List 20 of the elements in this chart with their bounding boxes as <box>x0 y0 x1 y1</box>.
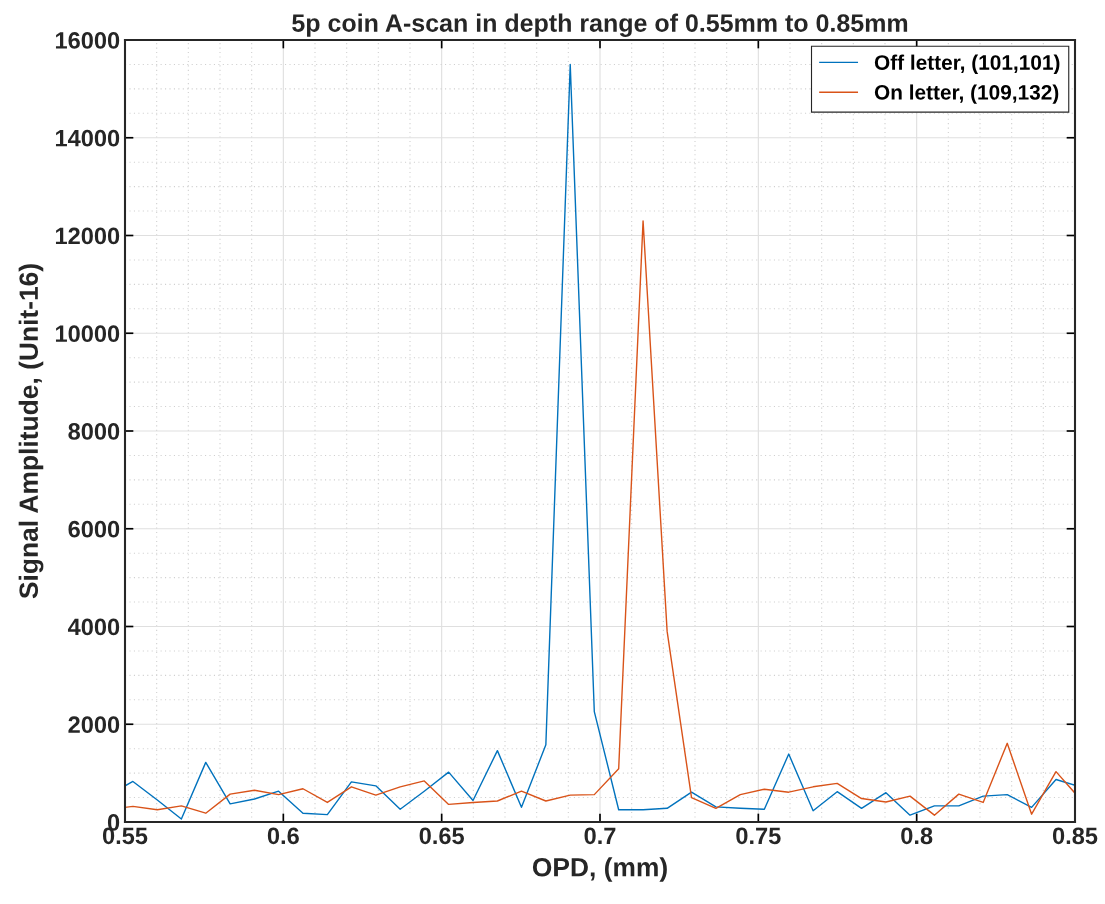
y-tick-label: 14000 <box>55 129 120 147</box>
chart-title: 5p coin A-scan in depth range of 0.55mm to 0.85mm <box>292 13 908 37</box>
y-axis-title: Signal Amplitude, (Unit-16) <box>18 264 44 599</box>
x-tick-label: 0.6 <box>267 827 299 845</box>
y-tick-label: 12000 <box>55 227 120 245</box>
y-tick-label: 16000 <box>55 32 120 49</box>
x-tick-label: 0.75 <box>736 827 781 845</box>
legend-label: On letter, (109,132) <box>874 84 1059 104</box>
line-series <box>125 220 1075 816</box>
x-axis-title: OPD, (mm) <box>532 857 667 882</box>
y-tick-label: 2000 <box>68 716 120 734</box>
x-tick-label: 0.85 <box>1052 827 1098 845</box>
legend-label: Off letter, (101,101) <box>874 54 1060 74</box>
y-tick-label: 4000 <box>67 618 120 636</box>
x-tick-label: 0.65 <box>419 827 464 845</box>
y-tick-label: 6000 <box>68 520 120 538</box>
y-tick-label: 10000 <box>55 325 120 343</box>
x-tick-label: 0.7 <box>584 827 616 845</box>
x-tick-label: 0.8 <box>901 827 933 845</box>
y-tick-label: 8000 <box>68 423 120 440</box>
